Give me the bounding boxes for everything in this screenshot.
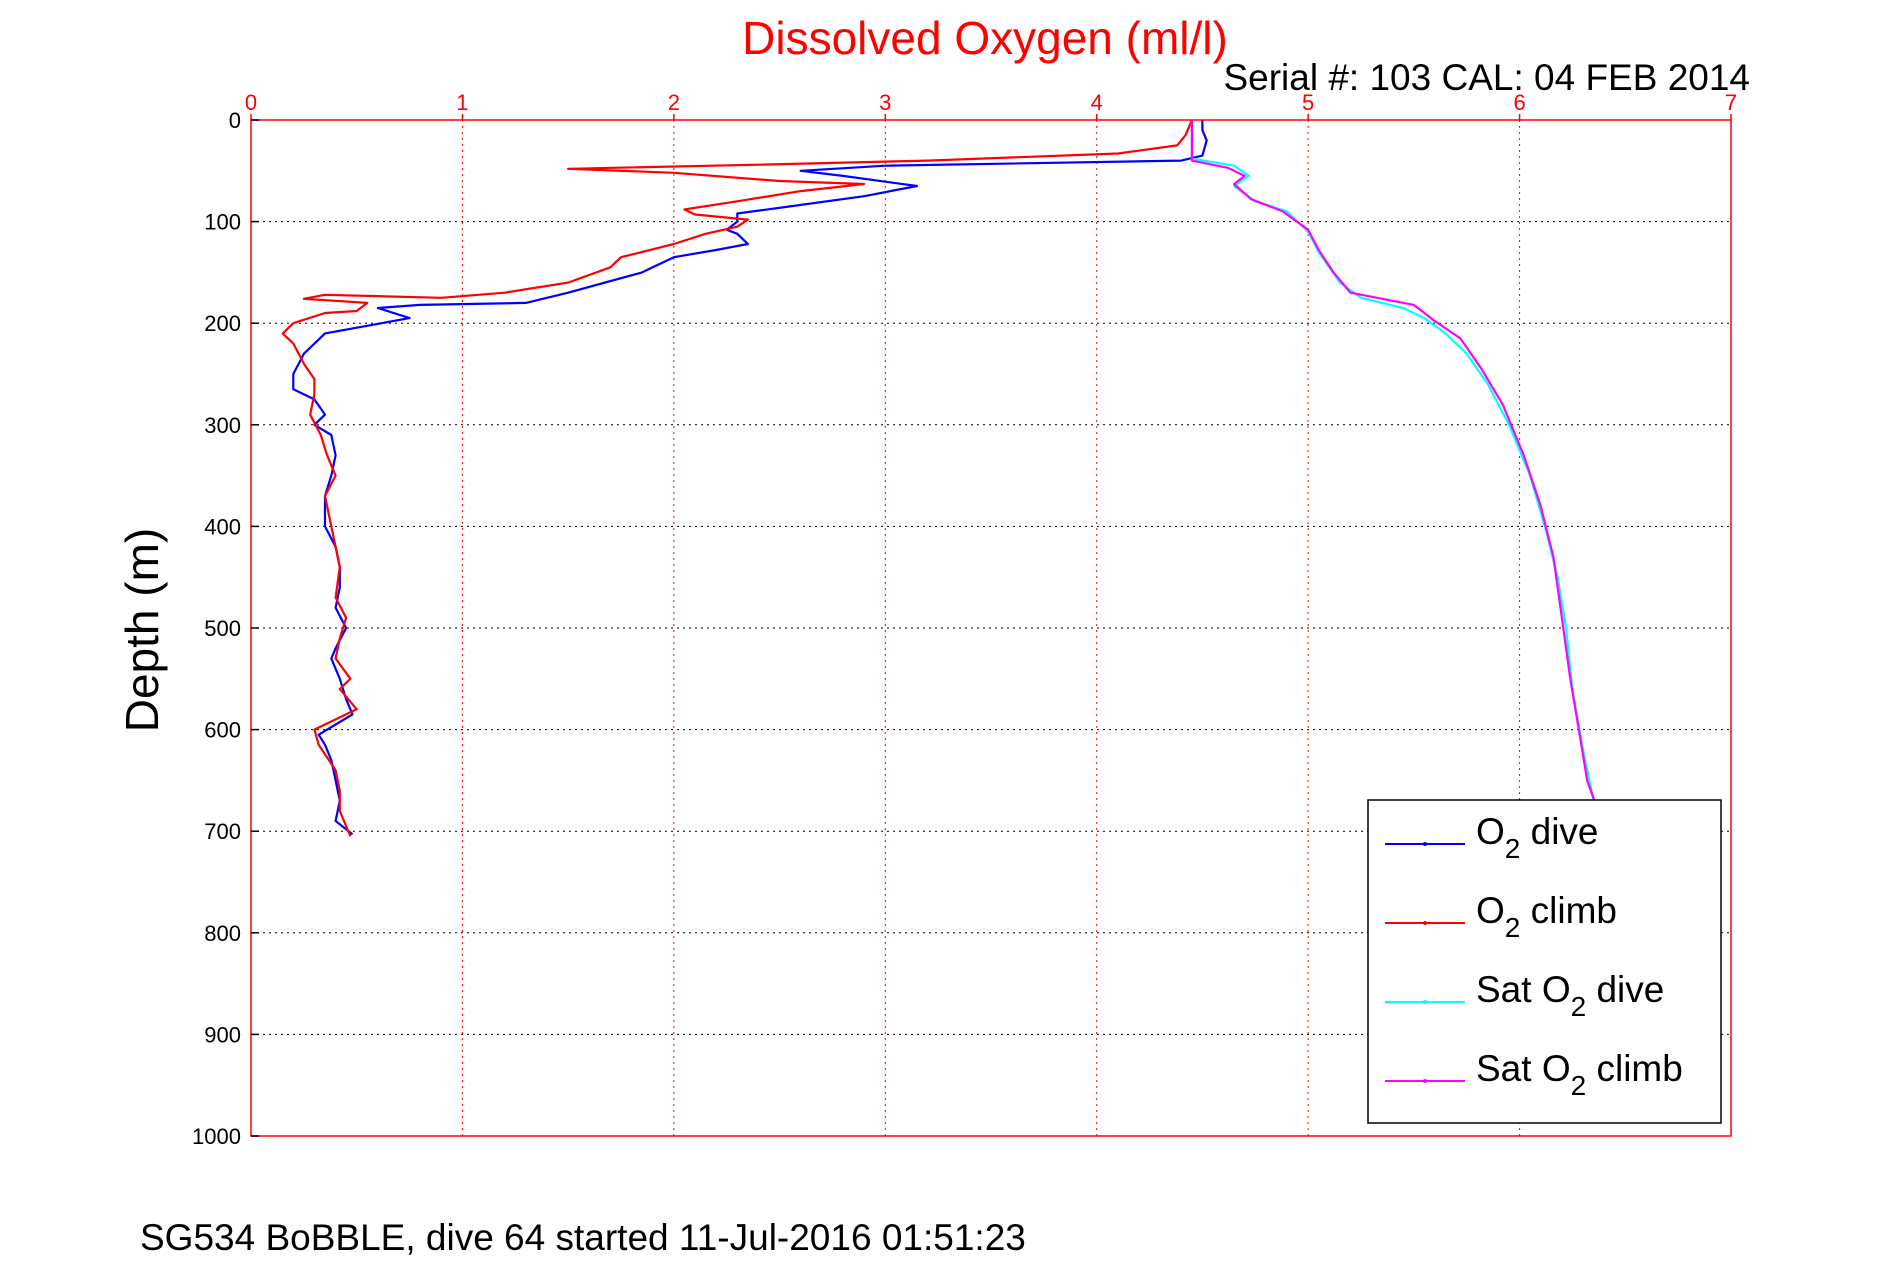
- series-line-3: [1190, 120, 1597, 806]
- y-tick-label: 700: [204, 819, 241, 844]
- x-tick-label: 6: [1513, 90, 1525, 115]
- legend-label-3: Sat O2 climb: [1476, 1048, 1683, 1101]
- chart-title: Dissolved Oxygen (ml/l): [742, 12, 1228, 64]
- x-tick-label: 5: [1302, 90, 1314, 115]
- y-tick-label: 300: [204, 413, 241, 438]
- y-tick-label: 1000: [192, 1124, 241, 1149]
- legend-label-1: O2 climb: [1476, 890, 1617, 943]
- legend-label-2: Sat O2 dive: [1476, 969, 1664, 1022]
- legend: O2 dive O2 climb Sat O2 dive Sat O2 climb: [1367, 799, 1722, 1124]
- legend-marker-2: [1423, 1000, 1427, 1004]
- x-tick-label: 0: [245, 90, 257, 115]
- y-tick-label: 200: [204, 311, 241, 336]
- legend-marker-0: [1423, 842, 1427, 846]
- series-line-2: [1190, 120, 1597, 806]
- chart-subtitle: Serial #: 103 CAL: 04 FEB 2014: [1223, 57, 1750, 98]
- y-tick-label: 600: [204, 718, 241, 743]
- x-tick-label: 4: [1091, 90, 1103, 115]
- y-axis-label: Depth (m): [116, 528, 168, 732]
- series-line-0: [292, 120, 1208, 836]
- legend-marker-3: [1423, 1079, 1427, 1083]
- y-ticks: 0 100 200 300 400 500 600 700 800 900 1000: [192, 108, 259, 1149]
- y-tick-label: 100: [204, 210, 241, 235]
- y-tick-label: 900: [204, 1022, 241, 1047]
- legend-box: [1367, 799, 1722, 1124]
- y-tick-label: 500: [204, 616, 241, 641]
- legend-marker-1: [1423, 921, 1427, 925]
- y-tick-label: 800: [204, 921, 241, 946]
- footer-caption: SG534 BoBBLE, dive 64 started 11-Jul-201…: [140, 1217, 1026, 1258]
- series-line-1: [281, 119, 1193, 837]
- y-tick-label: 400: [204, 514, 241, 539]
- series-lines: [281, 119, 1597, 837]
- y-tick-label: 0: [229, 108, 241, 133]
- legend-label-0: O2 dive: [1476, 811, 1599, 864]
- x-ticks: 0 1 2 3 4 5 6 7: [245, 90, 1737, 120]
- x-tick-label: 3: [879, 90, 891, 115]
- x-tick-label: 7: [1725, 90, 1737, 115]
- x-tick-label: 1: [456, 90, 468, 115]
- grid: [251, 120, 1731, 1136]
- x-tick-label: 2: [668, 90, 680, 115]
